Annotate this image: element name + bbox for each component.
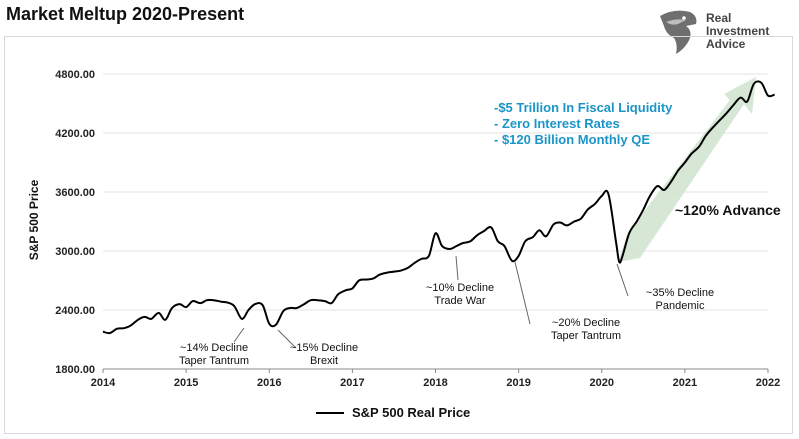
advance-arrow [618, 77, 756, 262]
y-tick-labels: 1800.00 2400.00 3000.00 3600.00 4200.00 4800.… [55, 69, 95, 376]
gridlines [103, 73, 768, 370]
annotation-text: ~10% Decline [426, 282, 494, 294]
annotation-leader [455, 255, 459, 281]
annotation-text: Brexit [310, 355, 338, 367]
x-tick-label: 2017 [340, 377, 364, 389]
callout-line: - Zero Interest Rates [494, 116, 620, 131]
annotation-text: ~15% Decline [290, 342, 358, 354]
annotation-leader [233, 327, 245, 343]
annotation-text: ~14% Decline [180, 342, 248, 354]
logo-line-3: Advice [706, 37, 746, 51]
annotation-text: Pandemic [656, 300, 705, 312]
annotation-leaders [233, 255, 629, 349]
x-tick-label: 2014 [91, 377, 116, 389]
chart-title: Market Meltup 2020-Present [6, 4, 245, 24]
series-line-sp500 [102, 80, 775, 335]
x-tick-label: 2015 [174, 377, 198, 389]
legend-label: S&P 500 Real Price [352, 405, 471, 420]
y-tick-label: 4800.00 [55, 69, 95, 81]
logo-text: Real Investment Advice [706, 12, 769, 51]
annotation-text: Trade War [434, 295, 485, 307]
legend-swatch [316, 411, 344, 414]
x-tick-label: 2018 [423, 377, 447, 389]
chart-frame [4, 36, 793, 434]
callout-text: -$5 Trillion In Fiscal Liquidity- Zero I… [494, 100, 673, 147]
logo: Real Investment Advice [656, 8, 796, 64]
annotation-leader [616, 263, 629, 297]
annotation-leader [514, 261, 531, 325]
x-tick-label: 2021 [673, 377, 697, 389]
x-tick-labels: 2014 2015 2016 2017 2018 2019 2020 2021 2022 [91, 377, 780, 389]
callout-line: -$5 Trillion In Fiscal Liquidity [494, 100, 673, 115]
y-tick-label: 2400.00 [55, 305, 95, 317]
y-tick-label: 3000.00 [55, 246, 95, 258]
x-tick-label: 2016 [257, 377, 281, 389]
annotation-leader [277, 329, 297, 349]
logo-line-2: Investment [706, 24, 770, 38]
annotation-text: ~20% Decline [552, 317, 620, 329]
advance-label: ~120% Advance [675, 202, 781, 218]
y-tick-label: 3600.00 [55, 187, 95, 199]
annotation-text: Taper Tantrum [179, 355, 249, 367]
axes [102, 368, 769, 373]
y-axis-label: S&P 500 Price [27, 179, 41, 260]
annotation-text: Taper Tantrum [551, 330, 621, 342]
legend: S&P 500 Real Price [316, 405, 470, 420]
x-tick-label: 2022 [756, 377, 780, 389]
y-tick-label: 1800.00 [55, 364, 95, 376]
x-tick-label: 2020 [590, 377, 614, 389]
annotation-text: ~35% Decline [646, 287, 714, 299]
eagle-head-icon [660, 10, 697, 55]
logo-line-1: Real [706, 11, 732, 25]
callout-line: - $120 Billion Monthly QE [494, 132, 650, 147]
x-tick-label: 2019 [506, 377, 530, 389]
y-tick-label: 4200.00 [55, 128, 95, 140]
